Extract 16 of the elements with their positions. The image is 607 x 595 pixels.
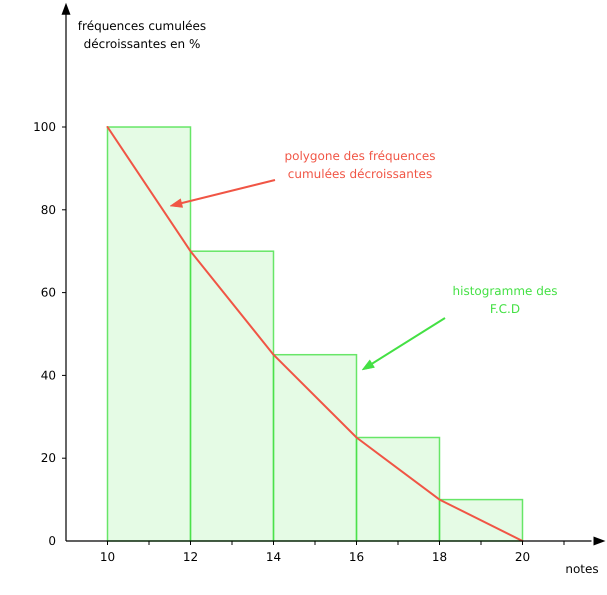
x-tick-label: 18	[432, 550, 448, 564]
x-tick-label: 14	[266, 550, 282, 564]
y-tick-label: 80	[40, 202, 56, 217]
x-tick-label: 12	[182, 550, 198, 564]
y-tick-label: 0	[48, 534, 56, 548]
annotation: histogramme des F.C.D	[452, 284, 558, 316]
x-tick-label: 20	[514, 550, 530, 564]
y-axis-title: fréquences cumulées décroissantes en %	[78, 19, 206, 51]
x-tick-label: 10	[100, 550, 116, 564]
annotation: polygone des fréquences cumulées décroissantes	[284, 149, 436, 181]
y-tick-label: 60	[40, 286, 56, 300]
x-axis-title: notes	[565, 562, 599, 576]
y-tick-label: 40	[40, 368, 56, 382]
y-tick-label: 100	[33, 120, 56, 134]
y-tick-label: 20	[40, 451, 56, 466]
x-tick-label: 16	[348, 550, 364, 564]
